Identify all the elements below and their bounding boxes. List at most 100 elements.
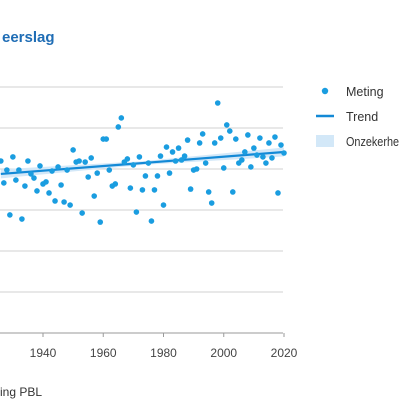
data-point [13,177,19,183]
data-point [220,165,227,171]
data-point [251,145,257,151]
legend-label-uncertainty: Onzekerhe [346,135,399,149]
data-point [7,212,13,218]
data-point [136,154,143,160]
data-point [217,135,224,141]
legend-label-trend: Trend [346,110,378,124]
data-point [82,159,88,165]
data-point [257,135,263,141]
data-point [248,164,254,170]
data-point [163,144,170,150]
data-point [124,156,131,162]
data-point [10,154,16,160]
data-point [43,179,49,185]
data-point [187,186,194,192]
data-point [1,180,7,186]
data-point [184,137,191,143]
x-tick-label: 1980 [150,346,177,360]
data-points-layer [0,100,287,225]
chart-title: eerslag [2,29,55,46]
x-tick-label: 1940 [30,346,57,360]
data-point [157,153,164,159]
data-point [67,202,73,208]
data-point [205,189,212,195]
data-point [199,131,206,137]
data-point [229,189,236,195]
data-point [226,128,233,134]
data-point [242,149,248,155]
legend-band-marker [316,135,334,147]
data-point [239,157,245,163]
data-point [151,187,158,193]
data-point [52,198,58,204]
data-point [223,122,230,128]
data-point [139,187,146,193]
data-point [245,132,251,138]
data-point [260,154,266,160]
data-point [19,216,25,222]
data-point [103,136,110,142]
data-point [133,209,140,215]
data-point [85,174,91,180]
data-point [0,158,4,164]
legend-label-meting: Meting [346,85,384,99]
data-point [91,193,98,199]
data-point [118,115,125,121]
x-tick-label: 2020 [271,346,298,360]
data-point [58,182,64,188]
data-point [169,149,176,155]
data-point [266,140,272,146]
data-point [37,163,43,169]
data-point [25,158,31,164]
data-point [145,160,152,166]
data-point [172,158,179,164]
data-point [166,170,173,176]
data-point [181,153,188,159]
data-point [214,100,221,106]
trend-layer [0,150,285,176]
data-point [175,145,182,151]
data-point [233,136,239,142]
trend-line [0,150,285,176]
x-tick-label: 1960 [90,346,117,360]
data-point [31,175,37,181]
data-point [22,183,28,189]
data-point [130,162,137,168]
data-point [281,150,287,156]
data-point [70,147,76,153]
data-point [211,140,218,146]
data-point [196,140,203,146]
data-point [208,200,215,206]
legend-point-marker [321,87,329,95]
data-point [94,170,101,176]
data-point [16,167,22,173]
data-point [272,134,278,140]
data-point [263,160,269,166]
data-point [148,218,155,224]
data-point [79,210,85,216]
data-point [64,167,70,173]
legend: Meting Trend Onzekerhe [316,85,399,149]
data-point [106,167,113,173]
data-point [254,152,260,158]
data-point [269,155,275,161]
data-point [193,166,200,172]
data-point [46,190,52,196]
data-point [154,173,161,179]
data-point [115,124,122,130]
source-note: ing PBL [0,385,42,399]
data-point [34,188,40,194]
data-point [97,219,104,225]
data-point [160,202,167,208]
x-tick-label: 2000 [210,346,237,360]
x-axis: 1940 1960 1980 2000 2020 [0,332,298,360]
data-point [178,157,185,163]
data-point [275,190,281,196]
data-point [112,181,119,187]
data-point [4,167,10,173]
data-point [142,173,149,179]
data-point [61,199,67,205]
data-point [49,168,55,174]
data-point [278,142,284,148]
